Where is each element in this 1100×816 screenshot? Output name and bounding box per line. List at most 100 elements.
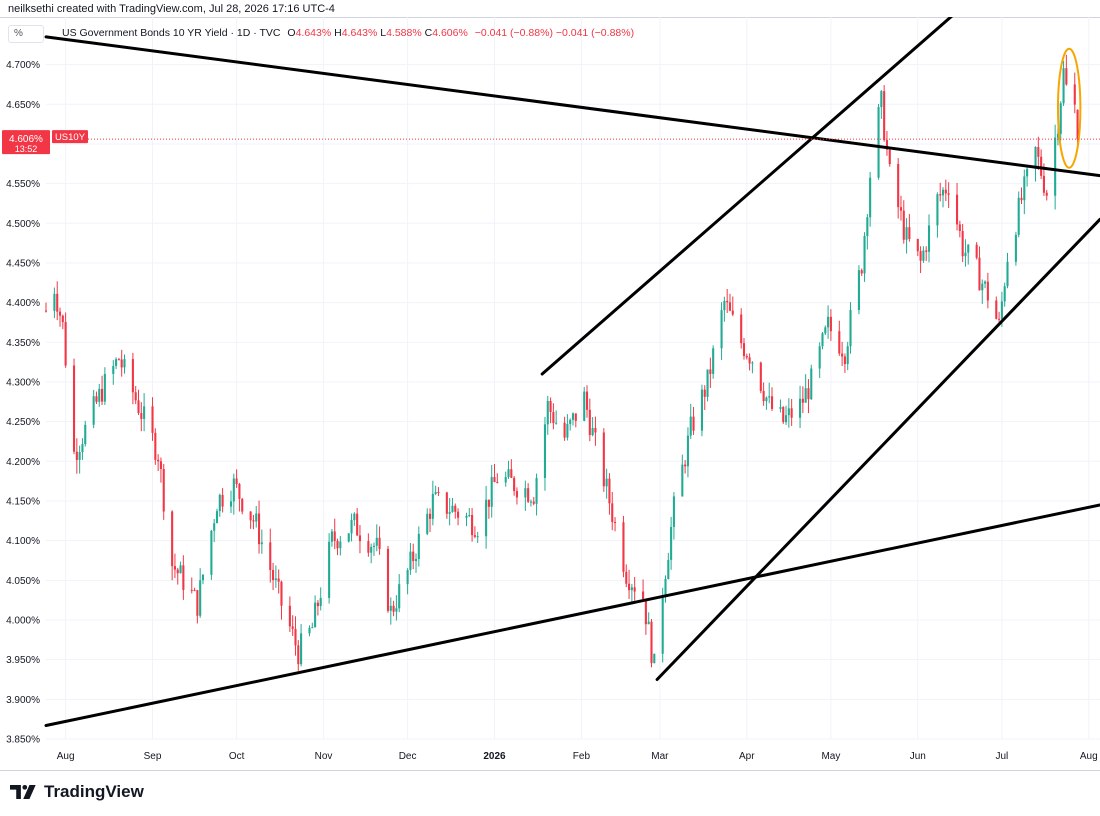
candle <box>628 569 631 600</box>
candle-body <box>510 469 513 478</box>
candle-body <box>513 477 516 492</box>
y-tick-label: 4.450% <box>6 258 40 269</box>
candle <box>398 574 401 613</box>
candle-body <box>190 589 193 591</box>
candle <box>1034 146 1037 182</box>
candle-body <box>300 633 303 665</box>
candle <box>417 526 420 567</box>
candle-body <box>490 477 493 507</box>
candle-body <box>647 621 650 625</box>
candle-body <box>448 512 451 514</box>
candle <box>182 555 185 600</box>
candle-body <box>602 432 605 487</box>
ohlc-values: O4.643% H4.643% L4.588% C4.606% <box>287 27 470 39</box>
grid-lines <box>46 17 1100 740</box>
candle <box>274 565 277 588</box>
candle-body <box>532 501 535 504</box>
candle <box>731 296 734 317</box>
candle-body <box>333 531 336 541</box>
candle <box>661 587 664 663</box>
candle-body <box>493 477 496 483</box>
trendline <box>44 503 1100 728</box>
candle <box>978 246 981 291</box>
candle-body <box>709 369 712 374</box>
candle <box>571 412 575 426</box>
candle-body <box>622 522 625 572</box>
candle <box>311 622 314 629</box>
candle-body <box>628 583 631 591</box>
y-tick-label: 4.150% <box>6 496 40 507</box>
candle-body <box>535 478 538 504</box>
candle <box>232 473 235 515</box>
candle-body <box>927 225 931 252</box>
candle <box>336 538 339 556</box>
trendline <box>44 35 1100 178</box>
candle <box>406 568 409 595</box>
candle <box>44 302 48 313</box>
trendlines <box>44 17 1100 728</box>
candle <box>473 526 476 539</box>
candle <box>692 406 695 435</box>
candle-body <box>700 389 703 431</box>
candle-body <box>849 309 852 347</box>
candle-body <box>431 493 434 519</box>
x-axis: Aug Sep Oct Nov Dec 2026 Feb Mar Apr May Jun Jul Aug <box>57 751 1098 762</box>
candle <box>1003 282 1006 307</box>
candle-body <box>291 626 294 629</box>
candle-body <box>846 346 849 365</box>
candle-body <box>922 250 925 261</box>
candle-body <box>123 359 126 368</box>
candle-body <box>193 590 196 592</box>
candle <box>101 375 104 405</box>
candle-body <box>182 565 185 590</box>
candle-body <box>588 409 591 436</box>
candle <box>804 374 807 403</box>
candle-body <box>92 396 95 425</box>
candle <box>588 398 591 442</box>
candle-body <box>703 389 706 397</box>
candle <box>633 576 636 601</box>
candle-body <box>154 432 157 460</box>
candle <box>485 485 488 549</box>
candle <box>389 597 392 625</box>
candle-body <box>765 397 768 402</box>
candle-body <box>630 587 633 591</box>
candle-body <box>199 580 202 616</box>
y-tick-label: 4.500% <box>6 219 40 230</box>
candle-body <box>883 91 886 141</box>
candle-body <box>272 570 275 581</box>
candle <box>1045 189 1048 201</box>
candle <box>131 352 134 405</box>
candle <box>291 615 294 637</box>
candle <box>644 598 647 635</box>
candle-body <box>485 499 488 537</box>
candle <box>162 463 165 520</box>
candle-body <box>468 515 471 517</box>
candle-body <box>1059 103 1062 134</box>
candle <box>471 508 474 542</box>
candle <box>857 265 860 315</box>
candle-body <box>672 496 675 527</box>
candle <box>768 382 771 404</box>
candle-body <box>81 444 84 453</box>
yield-chart[interactable]: 4.700%4.650%4.600%4.550%4.500%4.450%4.40… <box>0 17 1100 769</box>
candle <box>134 386 137 405</box>
candle-body <box>347 533 350 542</box>
candle <box>625 564 628 588</box>
candle <box>434 485 437 496</box>
candle <box>653 653 656 664</box>
tradingview-brand[interactable]: TradingView <box>10 782 144 802</box>
candle-body <box>964 252 967 257</box>
candle <box>563 416 566 441</box>
candle-body <box>412 551 415 562</box>
candle-body <box>395 608 398 612</box>
candle-body <box>428 513 432 519</box>
candle <box>151 397 154 441</box>
candle <box>1014 231 1017 266</box>
candle-body <box>1034 147 1037 169</box>
candle-body <box>196 590 199 616</box>
unit-selector[interactable]: % <box>8 25 44 43</box>
candle <box>810 364 813 400</box>
candle <box>157 454 160 472</box>
candle-body <box>134 392 137 401</box>
